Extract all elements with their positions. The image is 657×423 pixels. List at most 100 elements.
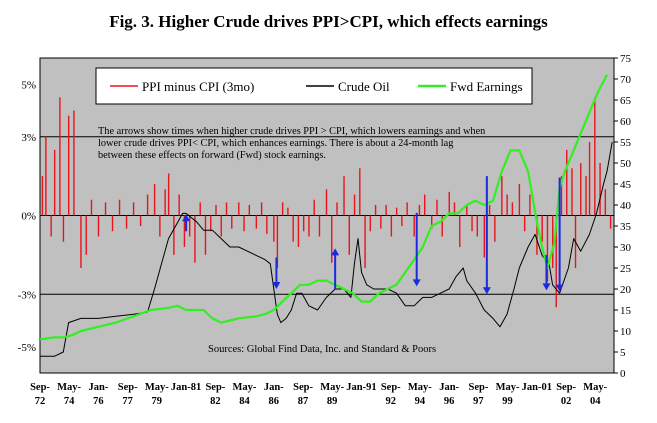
- ppi-bar: [167, 173, 170, 216]
- ppi-bar: [541, 215, 543, 242]
- ppi-bar: [178, 194, 180, 216]
- x-tick-label: 82: [210, 396, 221, 407]
- ppi-bar: [302, 215, 305, 232]
- x-tick-label: Jan-: [439, 382, 459, 393]
- y-left-tick-label: -5%: [18, 342, 36, 354]
- ppi-bar: [287, 207, 289, 216]
- ppi-bar: [466, 205, 468, 216]
- ppi-bar: [483, 215, 486, 258]
- ppi-bar: [183, 215, 186, 247]
- x-tick-label: 76: [93, 396, 104, 407]
- y-right-tick-label: 60: [620, 116, 632, 128]
- y-right-tick-label: 15: [620, 305, 632, 317]
- y-right-tick-label: 50: [620, 158, 632, 170]
- ppi-bar: [511, 202, 514, 216]
- ppi-bar: [560, 176, 563, 216]
- ppi-bar: [374, 205, 377, 216]
- ppi-bar: [308, 215, 310, 237]
- y-right-tick-label: 0: [620, 368, 626, 380]
- ppi-bar: [173, 215, 175, 255]
- ppi-bar: [571, 168, 573, 216]
- x-tick-label: 72: [35, 396, 46, 407]
- ppi-bar: [418, 205, 421, 216]
- x-tick-label: Jan-01: [522, 382, 552, 393]
- x-tick-label: Sep-: [30, 382, 50, 393]
- ppi-bar: [501, 176, 503, 216]
- arrow-head: [555, 284, 564, 292]
- ppi-bar: [529, 194, 531, 216]
- ppi-bar: [90, 199, 93, 216]
- ppi-bar: [494, 215, 496, 242]
- x-tick-label: 89: [327, 396, 338, 407]
- ppi-bar: [62, 215, 65, 242]
- fwd-earnings-line: [39, 74, 608, 341]
- ppi-bar: [260, 202, 263, 216]
- x-tick-label: May-: [320, 382, 344, 393]
- x-tick-label: Sep-: [556, 382, 576, 393]
- x-tick-label: 99: [502, 396, 513, 407]
- y-right-tick-label: 75: [620, 53, 632, 65]
- ppi-bar: [50, 215, 52, 237]
- ppi-bar: [431, 215, 433, 229]
- ppi-bar: [266, 215, 268, 234]
- ppi-bar: [125, 215, 128, 229]
- series-lines: [39, 74, 613, 357]
- x-tick-label: 87: [298, 396, 309, 407]
- x-tick-label: Sep-: [381, 382, 401, 393]
- ppi-bar: [523, 215, 526, 232]
- ppi-bar: [348, 215, 350, 255]
- ppi-bar: [231, 215, 233, 229]
- ppi-bar: [188, 215, 191, 237]
- y-right-tick-label: 10: [620, 326, 632, 338]
- y-right-tick-label: 35: [620, 221, 632, 233]
- ppi-bar: [395, 207, 398, 216]
- arrow-head: [272, 282, 281, 289]
- ppi-bar: [210, 215, 212, 232]
- ppi-bar: [215, 205, 217, 216]
- legend-label: Fwd Earnings: [450, 79, 523, 94]
- annotation: The arrows show times when higher crude …: [98, 126, 485, 355]
- ppi-bar: [336, 202, 338, 216]
- x-tick-label: 77: [122, 396, 133, 407]
- ppi-bar: [518, 184, 521, 216]
- ppi-bar: [604, 189, 607, 216]
- arrows: [182, 176, 564, 295]
- ppi-bar: [111, 215, 114, 232]
- ppi-bar: [238, 202, 240, 216]
- x-tick-label: Sep-: [293, 382, 313, 393]
- ppi-bar: [390, 215, 393, 237]
- ppi-bar: [273, 215, 275, 242]
- x-tick-label: May-: [145, 382, 169, 393]
- x-tick-label: 96: [444, 396, 455, 407]
- ppi-bar: [353, 194, 356, 216]
- ppi-bar: [536, 215, 538, 255]
- arrow-head: [412, 279, 421, 287]
- x-tick-label: May-: [233, 382, 257, 393]
- x-tick-label: 02: [561, 396, 572, 407]
- annotation-line: between these effects on forward (Fwd) s…: [98, 150, 326, 161]
- source-note: Sources: Global Find Data, Inc. and Stan…: [208, 344, 436, 355]
- x-tick-label: May-: [496, 382, 520, 393]
- x-tick-label: 04: [590, 396, 601, 407]
- ppi-bar: [331, 215, 333, 263]
- legend-label: Crude Oil: [338, 79, 390, 94]
- ppi-bar: [436, 199, 438, 216]
- ppi-bar: [164, 189, 166, 216]
- x-tick-label: 74: [64, 396, 75, 407]
- y-right-tick-label: 5: [620, 347, 626, 359]
- x-tick-label: 94: [415, 396, 426, 407]
- x-tick-label: Jan-81: [171, 382, 201, 393]
- y-right-tick-label: 25: [620, 263, 632, 275]
- x-tick-label: 79: [152, 396, 163, 407]
- ppi-bar: [194, 215, 196, 263]
- y-right-tick-label: 55: [620, 137, 632, 149]
- y-right-tick-label: 70: [620, 74, 632, 86]
- ppi-bar: [45, 136, 47, 216]
- ppi-bar: [453, 202, 456, 216]
- ppi-bar: [580, 163, 582, 216]
- y-right-tick-label: 40: [620, 200, 632, 212]
- ppi-bar: [73, 110, 75, 216]
- ppi-bar: [59, 97, 61, 216]
- y-right-tick-label: 20: [620, 284, 632, 296]
- ppi-bar: [159, 215, 161, 237]
